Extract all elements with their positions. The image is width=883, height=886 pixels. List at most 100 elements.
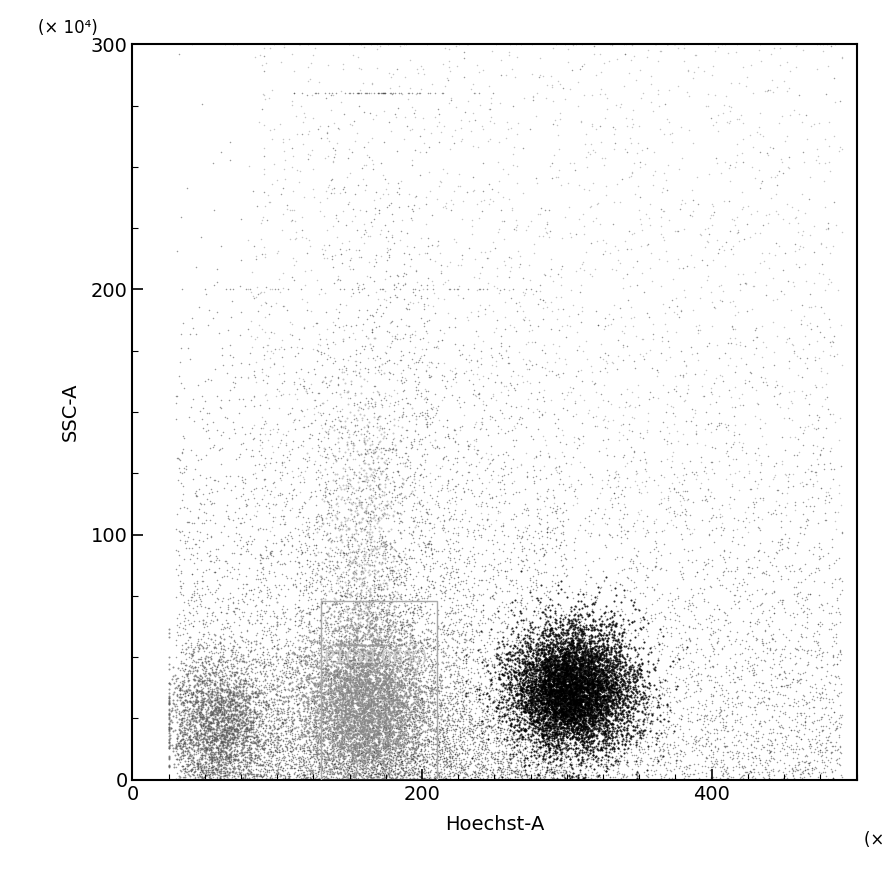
Point xyxy=(438,605,452,619)
Point xyxy=(568,698,582,712)
Point xyxy=(427,664,442,679)
Point xyxy=(493,726,507,740)
Point xyxy=(512,665,526,680)
Point xyxy=(492,600,506,614)
Point xyxy=(363,721,377,735)
Point xyxy=(544,694,558,708)
Point xyxy=(351,695,365,709)
Point xyxy=(357,711,371,726)
Point xyxy=(483,102,497,116)
Point xyxy=(358,644,373,658)
Point xyxy=(348,740,362,754)
Point xyxy=(386,368,400,382)
Point xyxy=(334,715,348,729)
Point xyxy=(384,678,398,692)
Point xyxy=(315,695,329,709)
Point xyxy=(245,773,260,787)
Point xyxy=(519,767,533,781)
Point xyxy=(607,660,621,674)
Point xyxy=(775,741,789,755)
Point xyxy=(535,669,549,683)
Point xyxy=(323,704,337,719)
Point xyxy=(340,745,354,759)
Point xyxy=(223,697,237,711)
Point xyxy=(533,642,547,657)
Point xyxy=(614,707,628,721)
Point xyxy=(313,699,327,713)
Point xyxy=(656,758,670,772)
Point xyxy=(417,712,431,727)
Point xyxy=(453,685,467,699)
Point xyxy=(195,487,209,501)
Point xyxy=(240,743,254,758)
Point xyxy=(535,701,549,715)
Point xyxy=(225,727,239,742)
Point xyxy=(416,642,430,657)
Point xyxy=(580,726,594,740)
Point xyxy=(599,724,613,738)
Point xyxy=(397,734,411,749)
Point xyxy=(389,712,403,727)
Point xyxy=(821,606,835,620)
Point xyxy=(580,608,594,622)
Point xyxy=(460,759,474,773)
Point xyxy=(809,422,823,436)
Point xyxy=(542,364,556,378)
Point xyxy=(698,737,713,751)
Point xyxy=(347,770,361,784)
Point xyxy=(503,551,517,565)
Point xyxy=(555,707,569,721)
Point xyxy=(562,664,577,678)
Point xyxy=(407,690,421,704)
Point xyxy=(177,657,192,671)
Point xyxy=(668,613,682,627)
Point xyxy=(446,697,460,711)
Point xyxy=(616,768,630,782)
Point xyxy=(728,685,743,699)
Point xyxy=(384,70,398,84)
Point xyxy=(432,670,446,684)
Point xyxy=(424,681,438,696)
Point xyxy=(358,665,373,680)
Point xyxy=(624,688,638,703)
Point xyxy=(441,501,455,515)
Point xyxy=(321,494,335,509)
Point xyxy=(316,737,330,751)
Point xyxy=(385,695,399,709)
Point xyxy=(174,752,188,766)
Point xyxy=(701,734,715,748)
Point xyxy=(332,753,346,767)
Point xyxy=(453,548,467,562)
Point xyxy=(808,350,822,364)
Point xyxy=(358,665,372,680)
Point xyxy=(351,749,366,763)
Point xyxy=(333,636,347,650)
Point xyxy=(271,721,285,735)
Point xyxy=(308,715,322,729)
Point xyxy=(615,627,629,641)
Point xyxy=(809,153,823,167)
Point xyxy=(298,768,312,782)
Point xyxy=(357,541,371,556)
Point xyxy=(321,548,335,563)
Point xyxy=(243,722,257,736)
Point xyxy=(351,617,366,631)
Point xyxy=(553,680,567,695)
Point xyxy=(565,612,579,626)
Point xyxy=(443,691,457,705)
Point xyxy=(547,637,561,651)
Point xyxy=(551,695,565,709)
Point xyxy=(404,734,418,748)
Point xyxy=(307,659,321,673)
Point xyxy=(547,687,561,701)
Point xyxy=(288,573,302,587)
Point xyxy=(411,685,426,699)
Point xyxy=(442,704,456,719)
Point xyxy=(211,713,225,727)
Point xyxy=(524,750,538,764)
Point xyxy=(570,636,585,650)
Point xyxy=(391,715,405,729)
Point xyxy=(529,650,543,664)
Point xyxy=(309,700,323,714)
Point xyxy=(406,641,420,655)
